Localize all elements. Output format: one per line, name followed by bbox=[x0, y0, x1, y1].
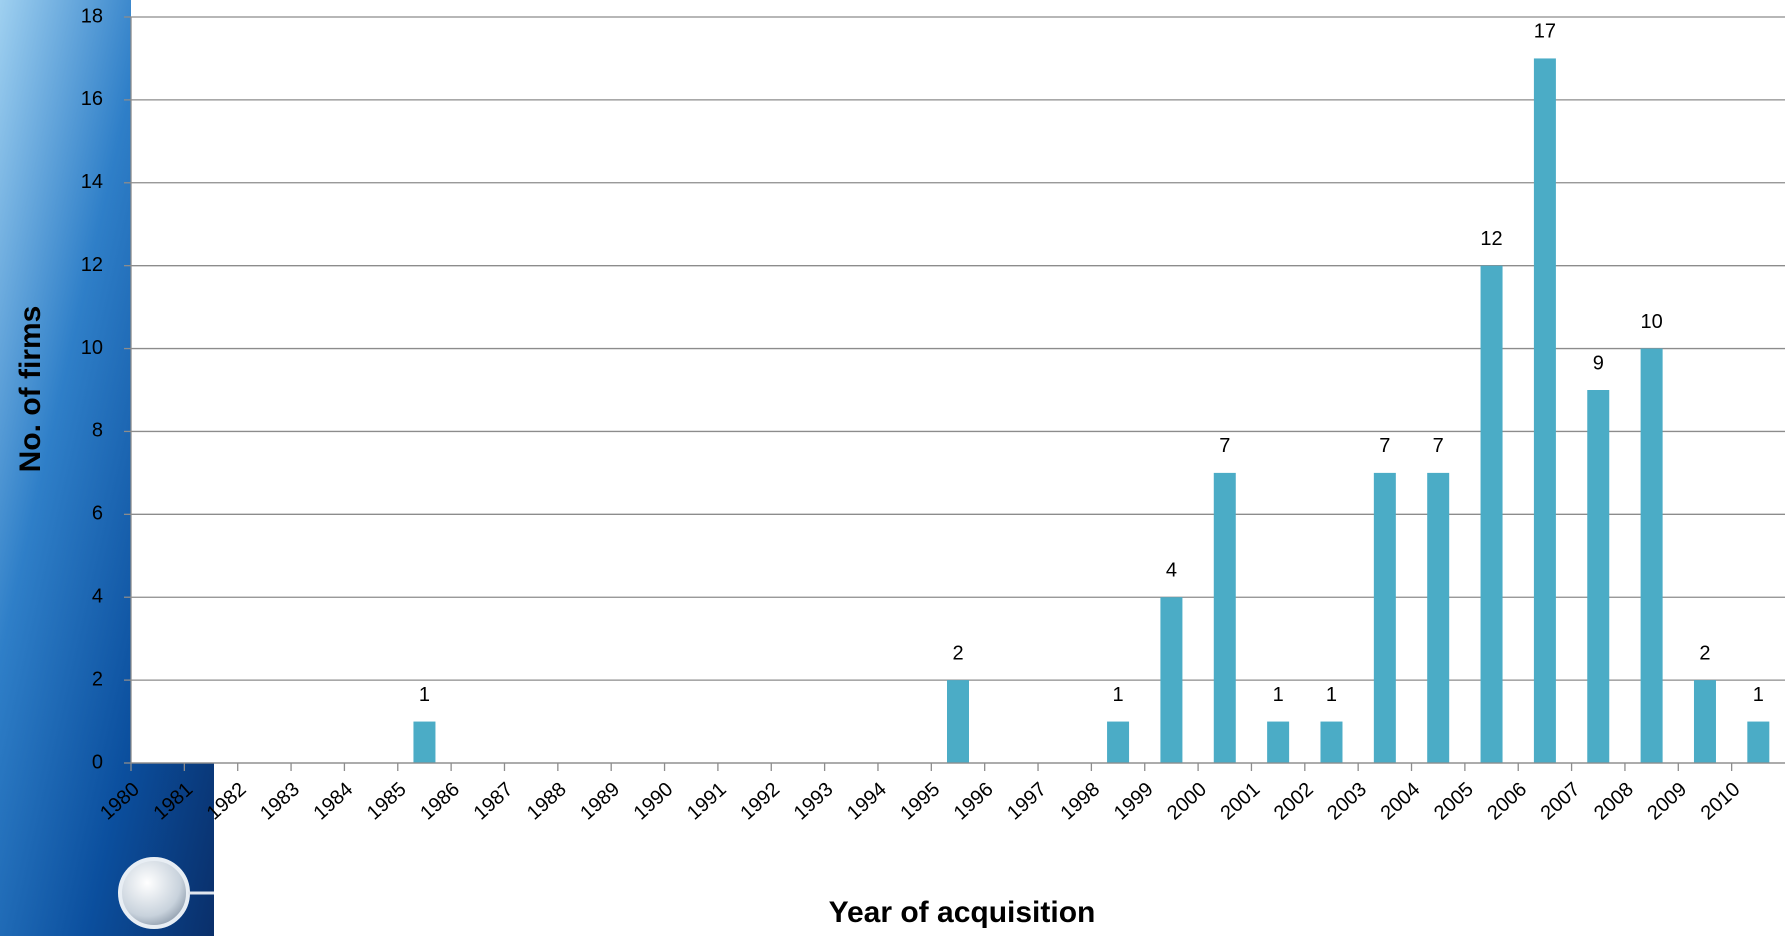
data-label: 1 bbox=[1273, 684, 1284, 706]
y-tick-label: 18 bbox=[81, 5, 103, 27]
data-label: 1 bbox=[419, 684, 430, 706]
x-tick-label: 1989 bbox=[576, 778, 624, 824]
data-label: 1 bbox=[1753, 684, 1764, 706]
data-label: 17 bbox=[1534, 21, 1556, 43]
data-label: 1 bbox=[1113, 684, 1124, 706]
data-label: 9 bbox=[1593, 352, 1604, 374]
bar bbox=[1641, 349, 1663, 763]
bar bbox=[1267, 722, 1289, 763]
x-tick-label: 2002 bbox=[1270, 778, 1318, 824]
y-tick-label: 10 bbox=[81, 337, 103, 359]
x-tick-label: 1983 bbox=[256, 778, 304, 824]
x-tick-label: 2010 bbox=[1697, 778, 1745, 824]
x-axis-title: Year of acquisition bbox=[829, 896, 1096, 929]
y-tick-label: 4 bbox=[92, 586, 103, 608]
y-tick-label: 6 bbox=[92, 503, 103, 525]
x-tick-label: 1987 bbox=[470, 778, 518, 824]
x-tick-label: 2005 bbox=[1430, 778, 1478, 824]
bar bbox=[1160, 597, 1182, 763]
x-tick-label: 1984 bbox=[310, 778, 358, 824]
x-tick-label: 1997 bbox=[1003, 778, 1051, 824]
data-label: 2 bbox=[952, 642, 963, 664]
x-tick-label: 2006 bbox=[1483, 778, 1531, 824]
data-label: 10 bbox=[1640, 311, 1662, 333]
bar bbox=[1320, 722, 1342, 763]
bar bbox=[947, 680, 969, 763]
x-tick-label: 1995 bbox=[896, 778, 944, 824]
x-tick-label: 1991 bbox=[683, 778, 731, 824]
x-tick-label: 2009 bbox=[1643, 778, 1691, 824]
bar bbox=[1374, 473, 1396, 763]
page: {"chart_data": {"type": "bar", "x_label"… bbox=[0, 0, 1785, 936]
x-tick-label: 2008 bbox=[1590, 778, 1638, 824]
y-tick-label: 14 bbox=[81, 171, 103, 193]
x-tick-label: 1996 bbox=[950, 778, 998, 824]
y-tick-label: 16 bbox=[81, 88, 103, 110]
x-tick-label: 2003 bbox=[1323, 778, 1371, 824]
bar bbox=[1481, 266, 1503, 763]
y-axis-title: No. of firms bbox=[14, 306, 47, 473]
x-tick-label: 1999 bbox=[1110, 778, 1158, 824]
x-tick-label: 1994 bbox=[843, 778, 891, 824]
y-tick-label: 2 bbox=[92, 668, 103, 690]
data-label: 7 bbox=[1219, 435, 1230, 457]
bar bbox=[1427, 473, 1449, 763]
chart: No. of firms Year of acquisition 0 2 4 6 8 10… bbox=[0, 0, 1785, 936]
data-label: 7 bbox=[1433, 435, 1444, 457]
data-label: 2 bbox=[1699, 642, 1710, 664]
bar bbox=[1694, 680, 1716, 763]
bar bbox=[1107, 722, 1129, 763]
x-tick-label: 2007 bbox=[1537, 778, 1585, 824]
data-label: 4 bbox=[1166, 560, 1177, 582]
x-tick-label: 2001 bbox=[1217, 778, 1265, 824]
data-label: 12 bbox=[1480, 228, 1502, 250]
x-tick-label: 1992 bbox=[736, 778, 784, 824]
bar bbox=[1747, 722, 1769, 763]
y-tick-label: 12 bbox=[81, 254, 103, 276]
x-tick-label: 1990 bbox=[630, 778, 678, 824]
x-tick-label: 1998 bbox=[1056, 778, 1104, 824]
bar bbox=[413, 722, 435, 763]
y-tick-label: 8 bbox=[92, 420, 103, 442]
x-tick-label: 2000 bbox=[1163, 778, 1211, 824]
x-tick-label: 2004 bbox=[1377, 778, 1425, 824]
y-tick-label: 0 bbox=[92, 751, 103, 773]
decorative-knob bbox=[120, 859, 188, 927]
data-label: 1 bbox=[1326, 684, 1337, 706]
x-tick-label: 1993 bbox=[790, 778, 838, 824]
x-tick-label: 1986 bbox=[416, 778, 464, 824]
x-tick-label: 1985 bbox=[363, 778, 411, 824]
data-label: 7 bbox=[1379, 435, 1390, 457]
bar bbox=[1214, 473, 1236, 763]
x-tick-label: 1988 bbox=[523, 778, 571, 824]
bar bbox=[1534, 58, 1556, 763]
bar bbox=[1587, 390, 1609, 763]
